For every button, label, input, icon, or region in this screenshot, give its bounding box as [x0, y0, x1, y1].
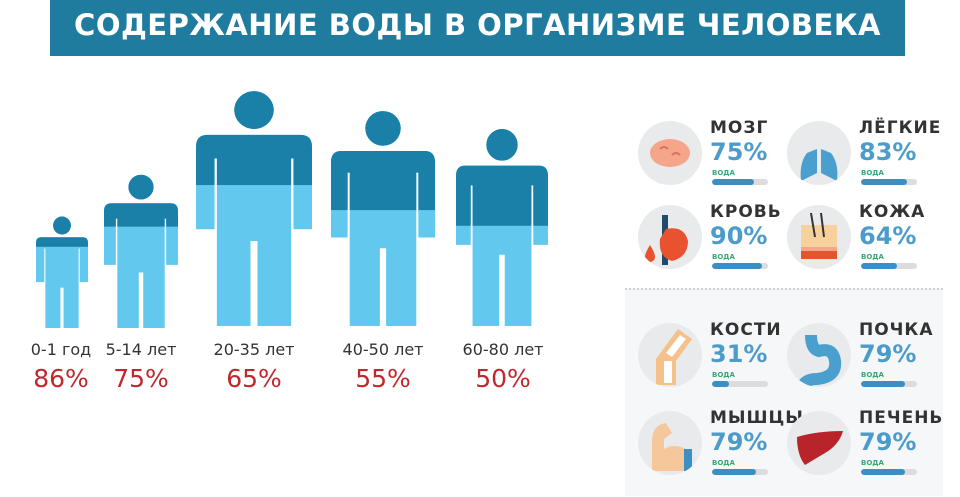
water-label: ВОДА: [712, 169, 735, 177]
organ-percent: 79%: [859, 340, 917, 368]
water-bar-fill: [712, 469, 757, 475]
person-figure: [196, 91, 312, 326]
organ-card: КРОВЬ 90% ВОДА: [628, 200, 788, 280]
age-percent: 75%: [113, 364, 169, 393]
page-title: СОДЕРЖАНИЕ ВОДЫ В ОРГАНИЗМЕ ЧЕЛОВЕКА: [50, 0, 905, 56]
water-bar: [861, 263, 917, 269]
water-label: ВОДА: [712, 253, 735, 261]
person-figure: [456, 128, 548, 326]
organ-card: КОЖА 64% ВОДА: [777, 200, 937, 280]
organ-card: МЫШЦЫ 79% ВОДА: [628, 406, 803, 486]
age-percent: 86%: [33, 364, 89, 393]
water-label: ВОДА: [712, 371, 735, 379]
water-label: ВОДА: [712, 459, 735, 467]
water-bar-fill: [861, 263, 897, 269]
water-bar: [861, 179, 917, 185]
organ-name: КОСТИ: [710, 320, 782, 340]
kidney-icon: [787, 323, 851, 387]
age-percent: 65%: [226, 364, 282, 393]
water-bar-fill: [712, 179, 754, 185]
water-bar: [712, 179, 768, 185]
water-label: ВОДА: [861, 169, 884, 177]
water-bar-fill: [712, 381, 730, 387]
age-label: 20-35 лет: [213, 340, 295, 359]
water-bar-fill: [861, 179, 908, 185]
age-percent: 55%: [355, 364, 411, 393]
age-label: 0-1 год: [30, 340, 92, 359]
lungs-icon: [787, 121, 851, 185]
organ-name: КРОВЬ: [710, 202, 782, 222]
organ-percent: 64%: [859, 222, 917, 250]
water-label: ВОДА: [861, 459, 884, 467]
water-label: ВОДА: [861, 253, 884, 261]
organ-name: ЛЁГКИЕ: [859, 118, 942, 138]
organ-name: ПОЧКА: [859, 320, 934, 340]
organ-percent: 79%: [710, 428, 768, 456]
organ-name: МОЗГ: [710, 118, 769, 138]
bone-icon: [638, 323, 702, 387]
water-bar-fill: [861, 469, 906, 475]
heart-icon: [638, 205, 702, 269]
person-figure: [331, 111, 435, 326]
water-bar: [861, 381, 917, 387]
organ-card: МОЗГ 75% ВОДА: [628, 116, 788, 196]
person-figure: [36, 216, 88, 328]
organ-percent: 75%: [710, 138, 768, 166]
water-bar-fill: [861, 381, 906, 387]
brain-icon: [638, 121, 702, 185]
organ-card: ЛЁГКИЕ 83% ВОДА: [777, 116, 940, 196]
water-bar: [712, 469, 768, 475]
organ-name: МЫШЦЫ: [710, 408, 804, 428]
person-figure: [104, 174, 178, 328]
age-label: 60-80 лет: [462, 340, 544, 359]
skin-icon: [787, 205, 851, 269]
water-bar: [861, 469, 917, 475]
organ-card: КОСТИ 31% ВОДА: [628, 318, 788, 398]
organ-percent: 79%: [859, 428, 917, 456]
organ-name: ПЕЧЕНЬ: [859, 408, 944, 428]
organ-name: КОЖА: [859, 202, 926, 222]
age-label: 5-14 лет: [105, 340, 177, 359]
liver-icon: [787, 411, 851, 475]
water-bar-fill: [712, 263, 763, 269]
organ-percent: 31%: [710, 340, 768, 368]
water-label: ВОДА: [861, 371, 884, 379]
age-percent: 50%: [475, 364, 531, 393]
muscle-icon: [638, 411, 702, 475]
water-bar: [712, 381, 768, 387]
age-label: 40-50 лет: [342, 340, 424, 359]
water-bar: [712, 263, 768, 269]
organ-percent: 90%: [710, 222, 768, 250]
organ-percent: 83%: [859, 138, 917, 166]
organ-card: ПОЧКА 79% ВОДА: [777, 318, 937, 398]
organ-card: ПЕЧЕНЬ 79% ВОДА: [777, 406, 942, 486]
